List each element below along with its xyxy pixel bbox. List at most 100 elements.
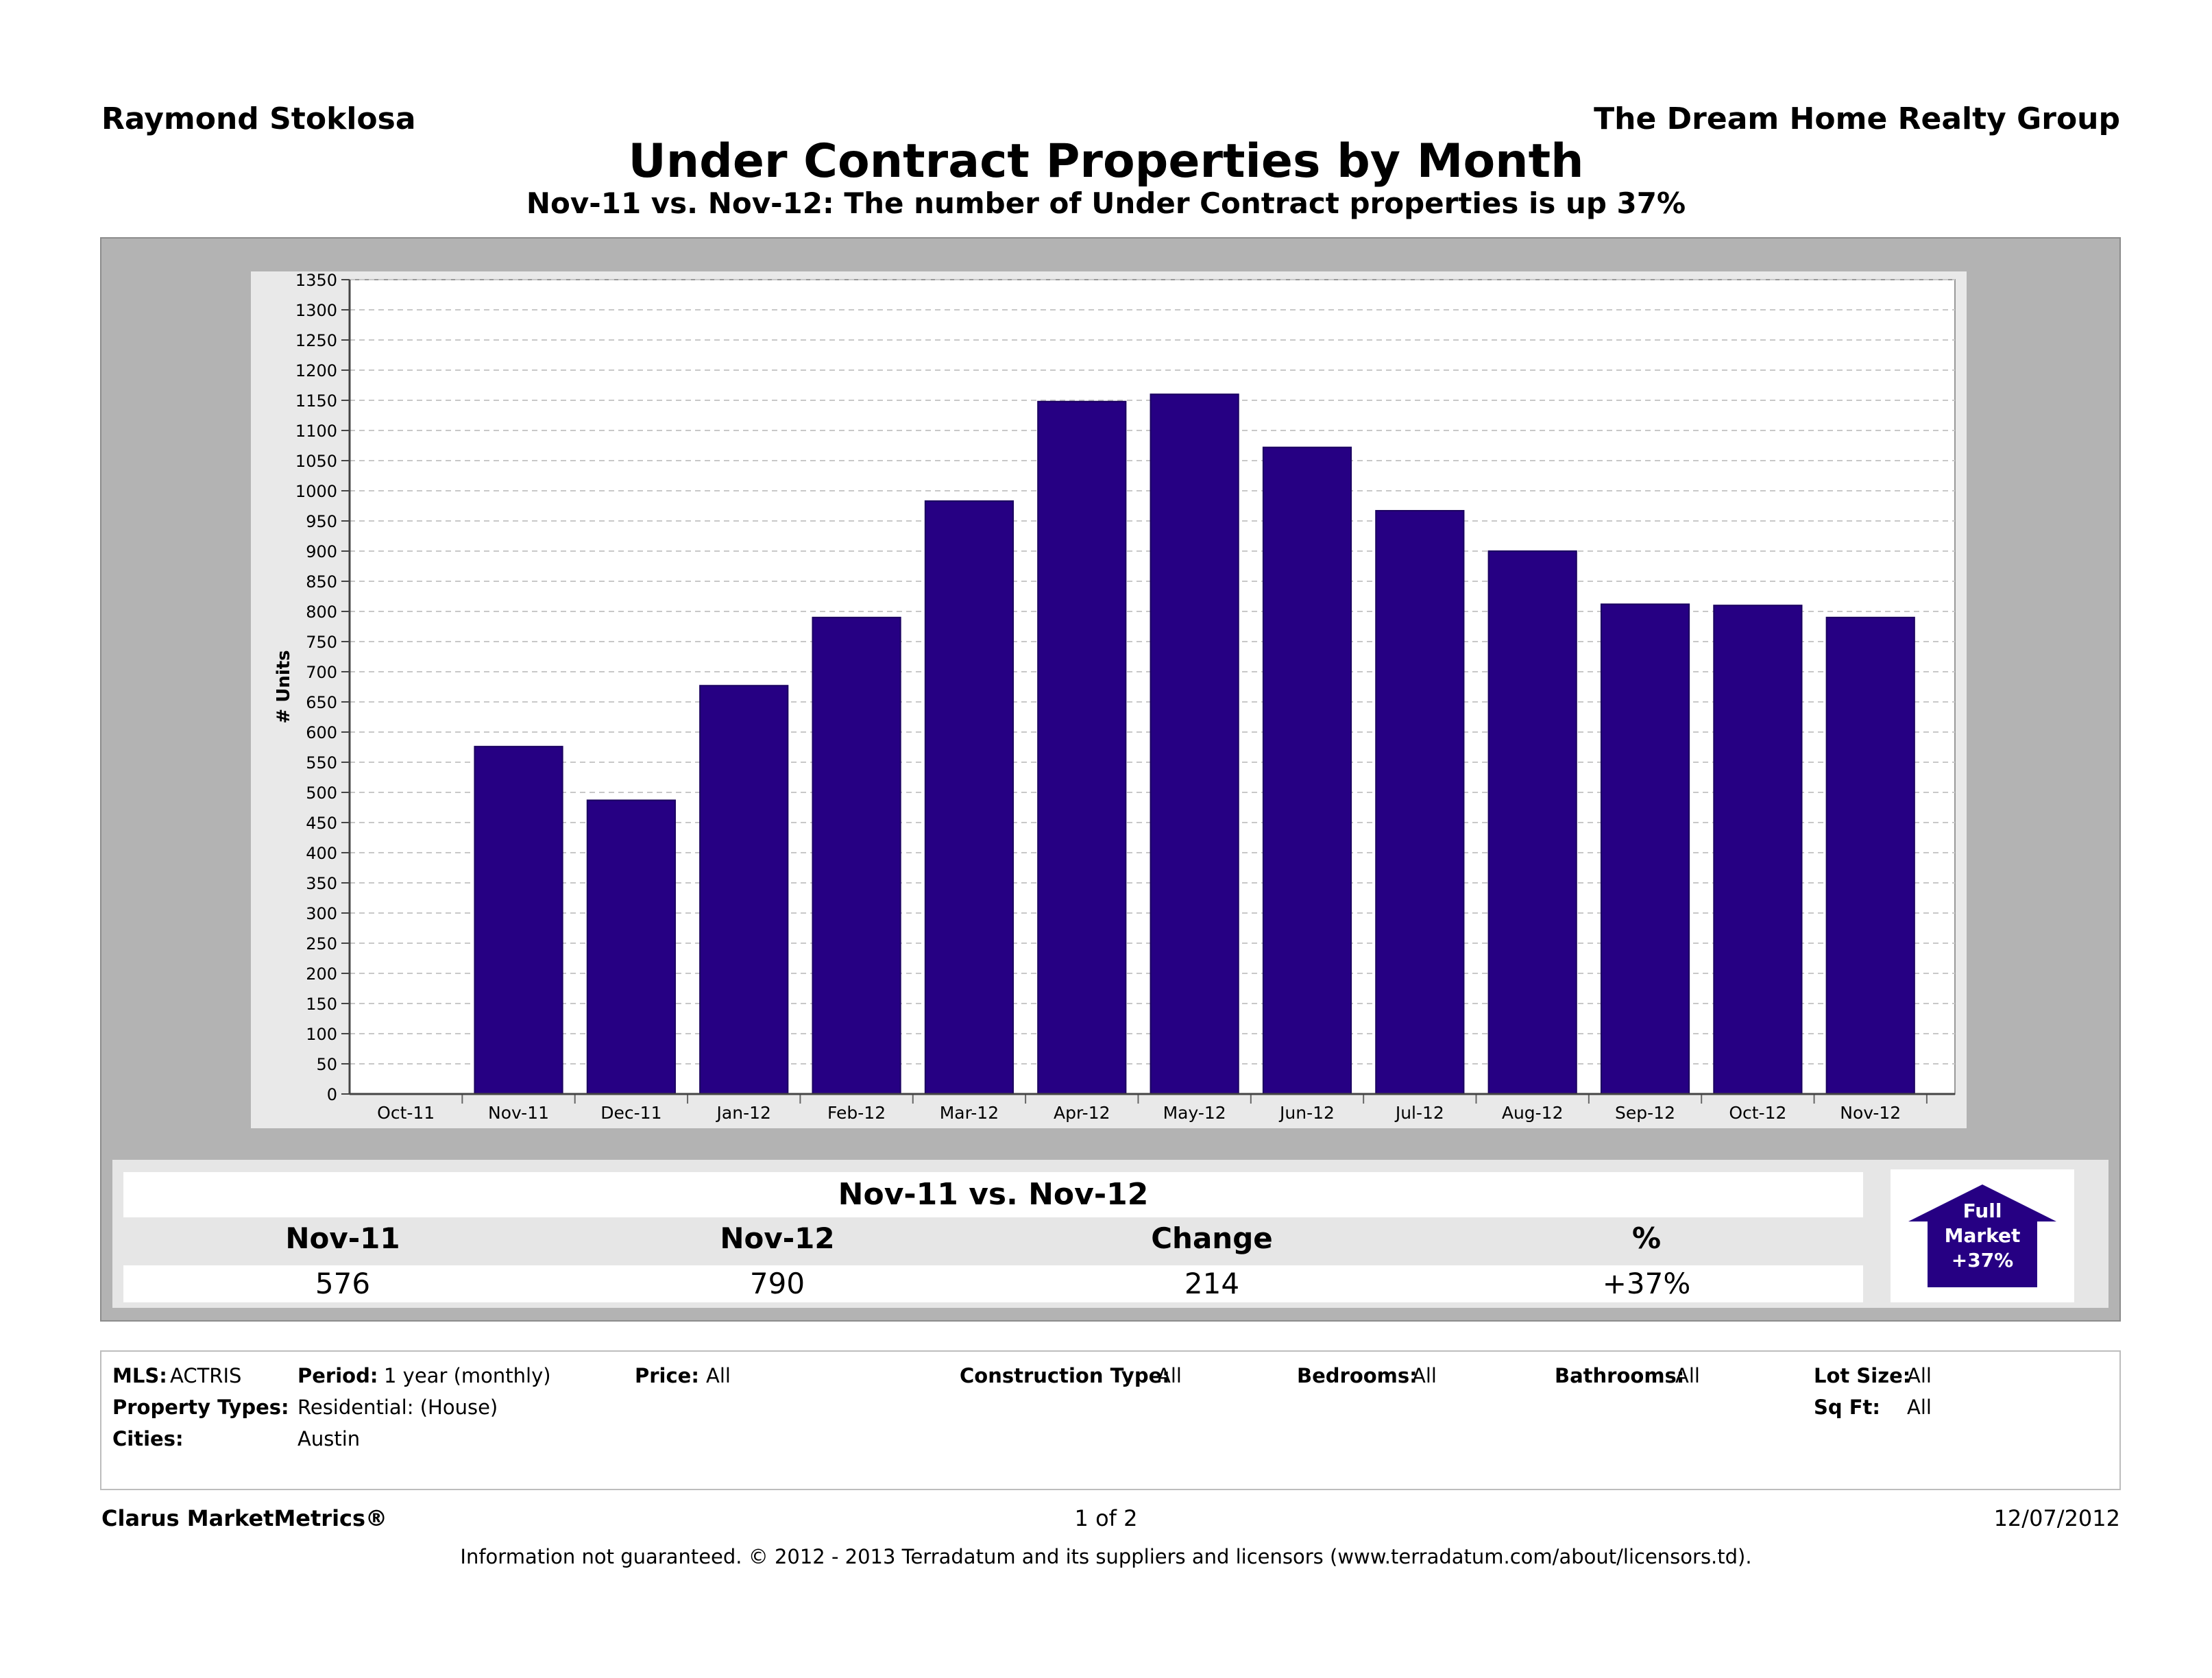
y-tick-label: 200	[306, 964, 337, 984]
summary-value-nov11: 576	[315, 1267, 371, 1300]
summary-header-change: Change	[1151, 1221, 1273, 1255]
x-tick-label: Mar-12	[940, 1103, 999, 1123]
y-tick-label: 1100	[295, 422, 337, 441]
y-tick-label: 1300	[295, 301, 337, 320]
y-axis-title: # Units	[274, 650, 294, 723]
filters-panel: MLS: ACTRIS Period: 1 year (monthly) Pri…	[100, 1350, 2121, 1490]
company-name: The Dream Home Realty Group	[1594, 101, 2120, 136]
bar	[924, 500, 1014, 1095]
y-tick-label: 350	[306, 874, 337, 893]
lot-size-label: Lot Size:	[1814, 1364, 1911, 1387]
y-tick-label: 800	[306, 603, 337, 622]
footer-brand: Clarus MarketMetrics®	[101, 1505, 388, 1531]
y-tick-label: 700	[306, 663, 337, 682]
badge-line3: +37%	[1952, 1249, 2013, 1272]
price-label: Price:	[635, 1364, 699, 1387]
y-tick-label: 600	[306, 723, 337, 742]
summary-header-nov12: Nov-12	[720, 1221, 835, 1255]
badge-line2: Market	[1945, 1224, 2021, 1247]
price-value: All	[706, 1364, 731, 1387]
summary-values-band	[123, 1265, 1863, 1302]
x-tick-label: Jun-12	[1278, 1103, 1335, 1123]
y-tick-label: 850	[306, 572, 337, 592]
y-tick-label: 300	[306, 904, 337, 923]
bathrooms-label: Bathrooms:	[1555, 1364, 1685, 1387]
period-label: Period:	[297, 1364, 378, 1387]
bathrooms-value: All	[1675, 1364, 1700, 1387]
bar	[1600, 603, 1690, 1095]
y-tick-label: 450	[306, 814, 337, 833]
bar	[1150, 393, 1239, 1095]
y-tick-label: 500	[306, 783, 337, 803]
x-tick-label: Oct-12	[1729, 1103, 1786, 1123]
cities-value: Austin	[297, 1427, 361, 1450]
bar	[1825, 616, 1915, 1095]
bar	[1037, 400, 1127, 1095]
disclaimer: Information not guaranteed. © 2012 - 201…	[460, 1545, 1752, 1568]
sqft-label: Sq Ft:	[1814, 1396, 1881, 1419]
summary-header-percent: %	[1631, 1221, 1662, 1255]
y-tick-label: 1050	[295, 452, 337, 471]
x-tick-label: Dec-11	[600, 1103, 661, 1123]
bar	[812, 616, 901, 1095]
bar	[474, 746, 563, 1095]
y-tick-label: 1000	[295, 482, 337, 501]
market-badge: Full Market +37%	[1891, 1169, 2074, 1302]
bedrooms-value: All	[1412, 1364, 1437, 1387]
x-tick-label: Sep-12	[1615, 1103, 1675, 1123]
y-tick-label: 50	[316, 1055, 337, 1074]
x-tick-label: Aug-12	[1502, 1103, 1564, 1123]
agent-name: Raymond Stoklosa	[101, 101, 416, 136]
bar	[1487, 550, 1577, 1095]
x-tick-label: Nov-12	[1840, 1103, 1901, 1123]
y-tick-label: 400	[306, 844, 337, 863]
y-tick-label: 550	[306, 753, 337, 773]
y-tick-label: 250	[306, 934, 337, 953]
x-tick-label: May-12	[1163, 1103, 1226, 1123]
summary-value-change: 214	[1184, 1267, 1240, 1300]
x-tick-label: Feb-12	[827, 1103, 886, 1123]
y-tick-label: 750	[306, 633, 337, 652]
bedrooms-label: Bedrooms:	[1297, 1364, 1418, 1387]
construction-value: All	[1157, 1364, 1182, 1387]
y-tick-label: 900	[306, 542, 337, 561]
bar	[1713, 605, 1803, 1095]
x-tick-label: Jan-12	[716, 1103, 771, 1123]
summary-title: Nov-11 vs. Nov-12	[838, 1177, 1149, 1212]
bar	[1375, 510, 1465, 1095]
construction-label: Construction Type:	[960, 1364, 1170, 1387]
y-tick-label: 150	[306, 995, 337, 1014]
mls-value: ACTRIS	[170, 1364, 242, 1387]
report-date: 12/07/2012	[1993, 1505, 2120, 1531]
property-types-value: Residential: (House)	[297, 1396, 498, 1419]
badge-line1: Full	[1963, 1200, 2002, 1222]
y-tick-label: 1250	[295, 331, 337, 350]
x-tick-label: Jul-12	[1394, 1103, 1444, 1123]
page-indicator: 1 of 2	[1074, 1505, 1138, 1531]
y-tick-label: 650	[306, 693, 337, 712]
summary-value-nov12: 790	[749, 1267, 805, 1300]
y-tick-label: 1350	[295, 271, 337, 290]
property-types-label: Property Types:	[112, 1396, 289, 1419]
up-arrow-icon: Full Market +37%	[1908, 1184, 2056, 1287]
y-tick-label: 950	[306, 512, 337, 531]
summary-title-band	[123, 1172, 1863, 1217]
x-tick-label: Nov-11	[488, 1103, 549, 1123]
y-tick-label: 1150	[295, 391, 337, 411]
y-tick-label: 100	[306, 1025, 337, 1044]
summary-header-nov11: Nov-11	[285, 1221, 400, 1255]
bar	[699, 685, 789, 1095]
summary-value-percent: +37%	[1602, 1267, 1691, 1300]
cities-label: Cities:	[112, 1427, 184, 1450]
bar	[1262, 446, 1352, 1095]
chart-subtitle: Nov-11 vs. Nov-12: The number of Under C…	[526, 186, 1686, 220]
period-value: 1 year (monthly)	[384, 1364, 551, 1387]
x-tick-label: Apr-12	[1054, 1103, 1110, 1123]
bar	[586, 799, 676, 1095]
y-tick-label: 1200	[295, 361, 337, 380]
y-tick-label: 0	[327, 1085, 337, 1104]
chart-title: Under Contract Properties by Month	[628, 134, 1584, 189]
lot-size-value: All	[1907, 1364, 1932, 1387]
x-tick-label: Oct-11	[377, 1103, 435, 1123]
